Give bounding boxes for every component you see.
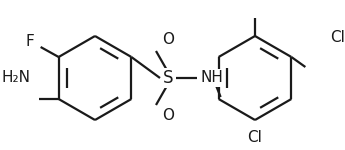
Text: O: O xyxy=(162,33,174,48)
Text: F: F xyxy=(25,33,34,48)
Text: Cl: Cl xyxy=(330,30,345,45)
Text: Cl: Cl xyxy=(248,130,263,146)
Text: O: O xyxy=(162,108,174,123)
Text: NH: NH xyxy=(200,70,223,86)
Text: H₂N: H₂N xyxy=(1,70,30,86)
Text: S: S xyxy=(163,69,173,87)
